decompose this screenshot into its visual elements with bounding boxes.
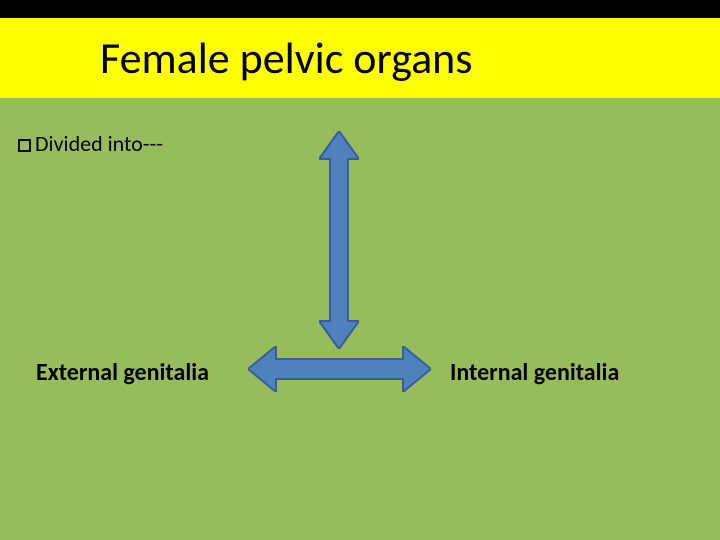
top-black-bar xyxy=(0,0,720,18)
label-external-genitalia: External genitalia xyxy=(36,358,209,387)
slide: Female pelvic organs Divided into--- Ext… xyxy=(0,0,720,540)
bullet-line: Divided into--- xyxy=(18,130,163,157)
bullet-text: Divided into--- xyxy=(35,130,163,157)
page-title: Female pelvic organs xyxy=(100,31,473,85)
horizontal-double-arrow-icon xyxy=(248,346,431,392)
label-internal-genitalia: Internal genitalia xyxy=(450,358,619,387)
vertical-double-arrow-icon xyxy=(319,131,359,349)
bullet-square-icon xyxy=(18,139,31,152)
title-bar: Female pelvic organs xyxy=(0,18,720,98)
